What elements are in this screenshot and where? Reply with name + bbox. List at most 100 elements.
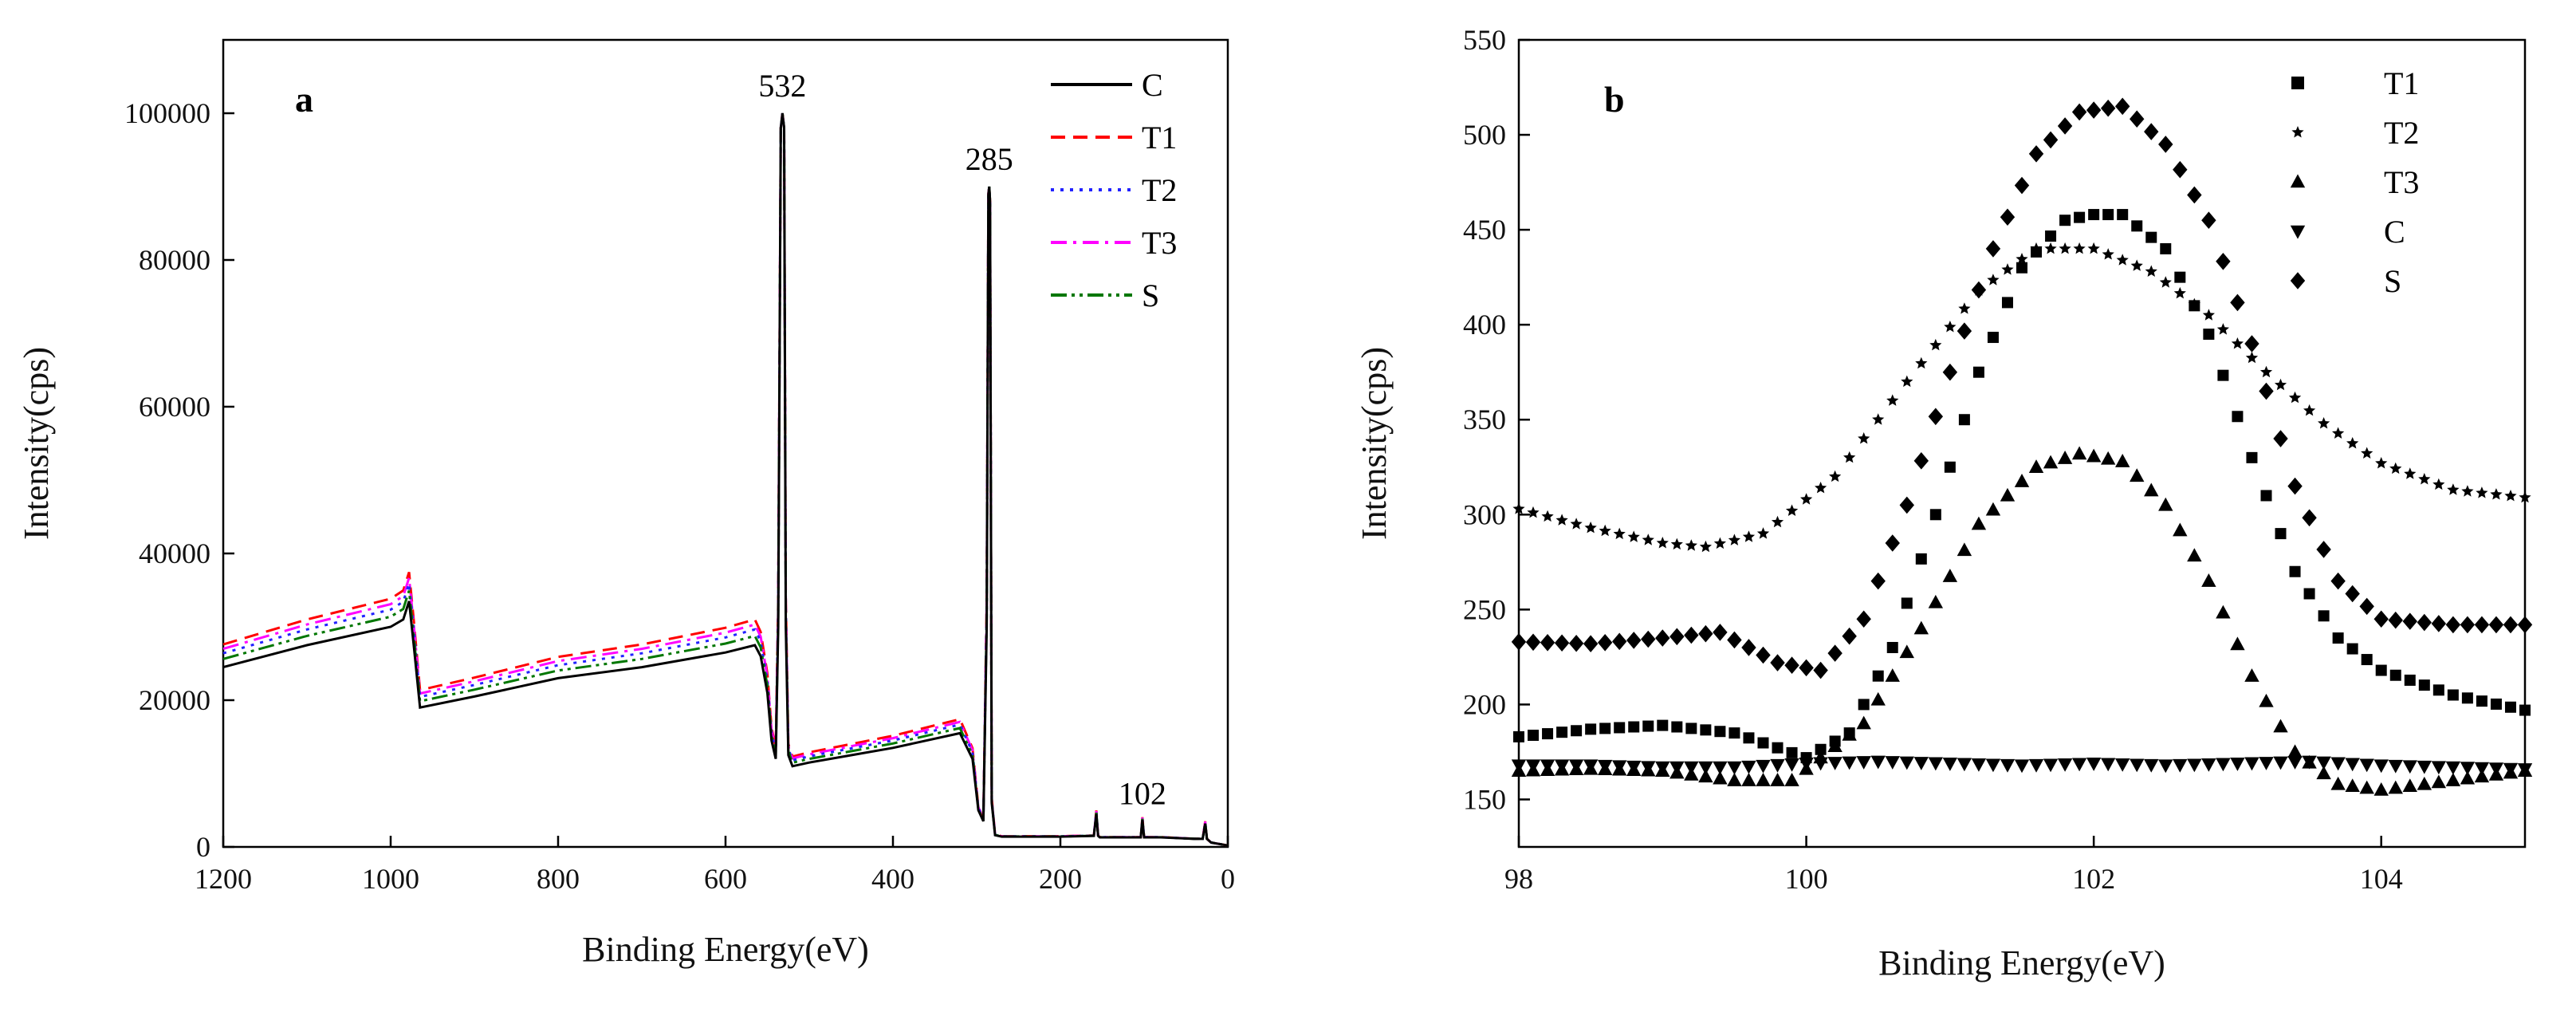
x-tick-label: 98	[1504, 863, 1533, 895]
point-T2	[2346, 437, 2359, 449]
point-C	[2230, 758, 2245, 771]
point-T1	[1958, 414, 1970, 426]
point-C	[2144, 758, 2159, 773]
legend-label-T2: T2	[1142, 172, 1177, 208]
point-T2	[1987, 274, 2000, 285]
legend-marker-C	[2290, 225, 2306, 239]
point-T1	[2519, 704, 2531, 716]
point-T2	[2245, 351, 2259, 364]
point-S	[2000, 208, 2016, 226]
point-T3	[2373, 782, 2389, 796]
legend-label-S: S	[1142, 278, 1159, 313]
point-T2	[1642, 534, 1654, 545]
point-T2	[2318, 417, 2330, 429]
point-S	[1612, 632, 1627, 651]
point-T2	[1570, 518, 1583, 530]
point-T3	[1756, 773, 1771, 786]
point-T3	[2259, 693, 2274, 707]
point-T2	[2432, 478, 2445, 490]
point-T2	[2361, 447, 2373, 459]
point-S	[2460, 616, 2476, 634]
point-T1	[2160, 242, 2172, 254]
y-tick-label: 150	[1463, 783, 1506, 815]
point-T3	[2417, 776, 2432, 790]
point-T3	[1913, 620, 1929, 635]
point-C	[1669, 761, 1685, 775]
legend-b: T1 T2 T3 CS	[2290, 65, 2419, 299]
point-T2	[1829, 470, 1842, 482]
point-T1	[1728, 727, 1740, 739]
point-T1	[2461, 692, 2473, 704]
point-T3	[1827, 738, 1843, 752]
y-tick-label: 100000	[124, 97, 210, 129]
point-T3	[2445, 773, 2461, 786]
x-tick-label: 102	[2072, 863, 2115, 895]
point-C	[2187, 758, 2202, 773]
point-C	[2115, 758, 2130, 772]
y-tick-label: 450	[1463, 214, 1506, 246]
point-C	[1511, 759, 1527, 774]
point-T3	[2187, 548, 2202, 562]
point-C	[2503, 762, 2519, 777]
point-T1	[2346, 643, 2358, 655]
point-T1	[2275, 528, 2287, 540]
point-S	[1756, 646, 1771, 664]
point-C	[1583, 759, 1599, 774]
point-T2	[2490, 488, 2503, 500]
axes-b: 98 100 102 104 150 200 250 300 350 400 450 500 550	[1463, 24, 2403, 895]
point-T3	[1985, 502, 2001, 516]
point-T3	[2316, 766, 2331, 780]
point-T1	[1944, 461, 1956, 473]
point-T3	[1741, 773, 1756, 786]
point-C	[2173, 758, 2188, 773]
y-axis-title-b: Intensity(cps)	[1355, 347, 1394, 540]
point-S	[2100, 99, 2116, 117]
point-T1	[1987, 332, 1999, 344]
point-S	[1856, 610, 1871, 628]
point-T1	[1528, 729, 1540, 741]
x-tick-label: 200	[1039, 863, 1082, 895]
point-T1	[2432, 684, 2444, 696]
point-T2	[2375, 457, 2388, 469]
legend-a: C T1 T2 T3 S	[1051, 67, 1177, 313]
point-T2	[1512, 502, 1525, 514]
point-S	[1597, 633, 1613, 652]
point-T2	[1785, 504, 1799, 516]
point-C	[1684, 761, 1699, 775]
point-C	[2488, 762, 2504, 777]
point-T3	[2359, 780, 2374, 794]
point-T1	[1972, 366, 1984, 378]
point-S	[2503, 616, 2519, 634]
series-line-T1	[222, 112, 1229, 847]
point-S	[2028, 145, 2044, 163]
point-T2	[1713, 537, 1726, 549]
point-T2	[1843, 451, 1856, 463]
legend-label-C: C	[2384, 214, 2405, 250]
point-S	[1784, 656, 1799, 675]
point-C	[1928, 757, 1944, 771]
point-T3	[2287, 744, 2303, 758]
point-S	[2115, 97, 2130, 116]
y-tick-label: 0	[196, 831, 210, 863]
x-tick-label: 1200	[195, 863, 252, 895]
point-S	[2187, 186, 2202, 204]
point-T3	[1784, 773, 1799, 786]
point-S	[1583, 635, 1599, 653]
point-T2	[2087, 242, 2100, 254]
point-T1	[2418, 679, 2430, 691]
point-S	[2517, 616, 2533, 634]
point-T2	[1728, 534, 1740, 545]
point-S	[2273, 430, 2288, 447]
point-C	[1971, 758, 1987, 772]
point-T1	[1772, 742, 1784, 754]
point-S	[2173, 160, 2188, 179]
point-T3	[2230, 636, 2245, 651]
point-S	[1885, 534, 1900, 552]
point-T1	[2045, 230, 2057, 242]
point-T1	[1872, 670, 1884, 682]
point-T1	[1628, 721, 1640, 733]
point-S	[2488, 616, 2504, 634]
point-S	[1741, 639, 1756, 656]
point-S	[1913, 452, 1929, 470]
point-T1	[2059, 215, 2071, 226]
